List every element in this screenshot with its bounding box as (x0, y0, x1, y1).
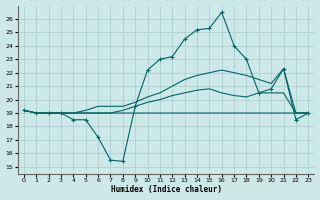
X-axis label: Humidex (Indice chaleur): Humidex (Indice chaleur) (111, 185, 221, 194)
